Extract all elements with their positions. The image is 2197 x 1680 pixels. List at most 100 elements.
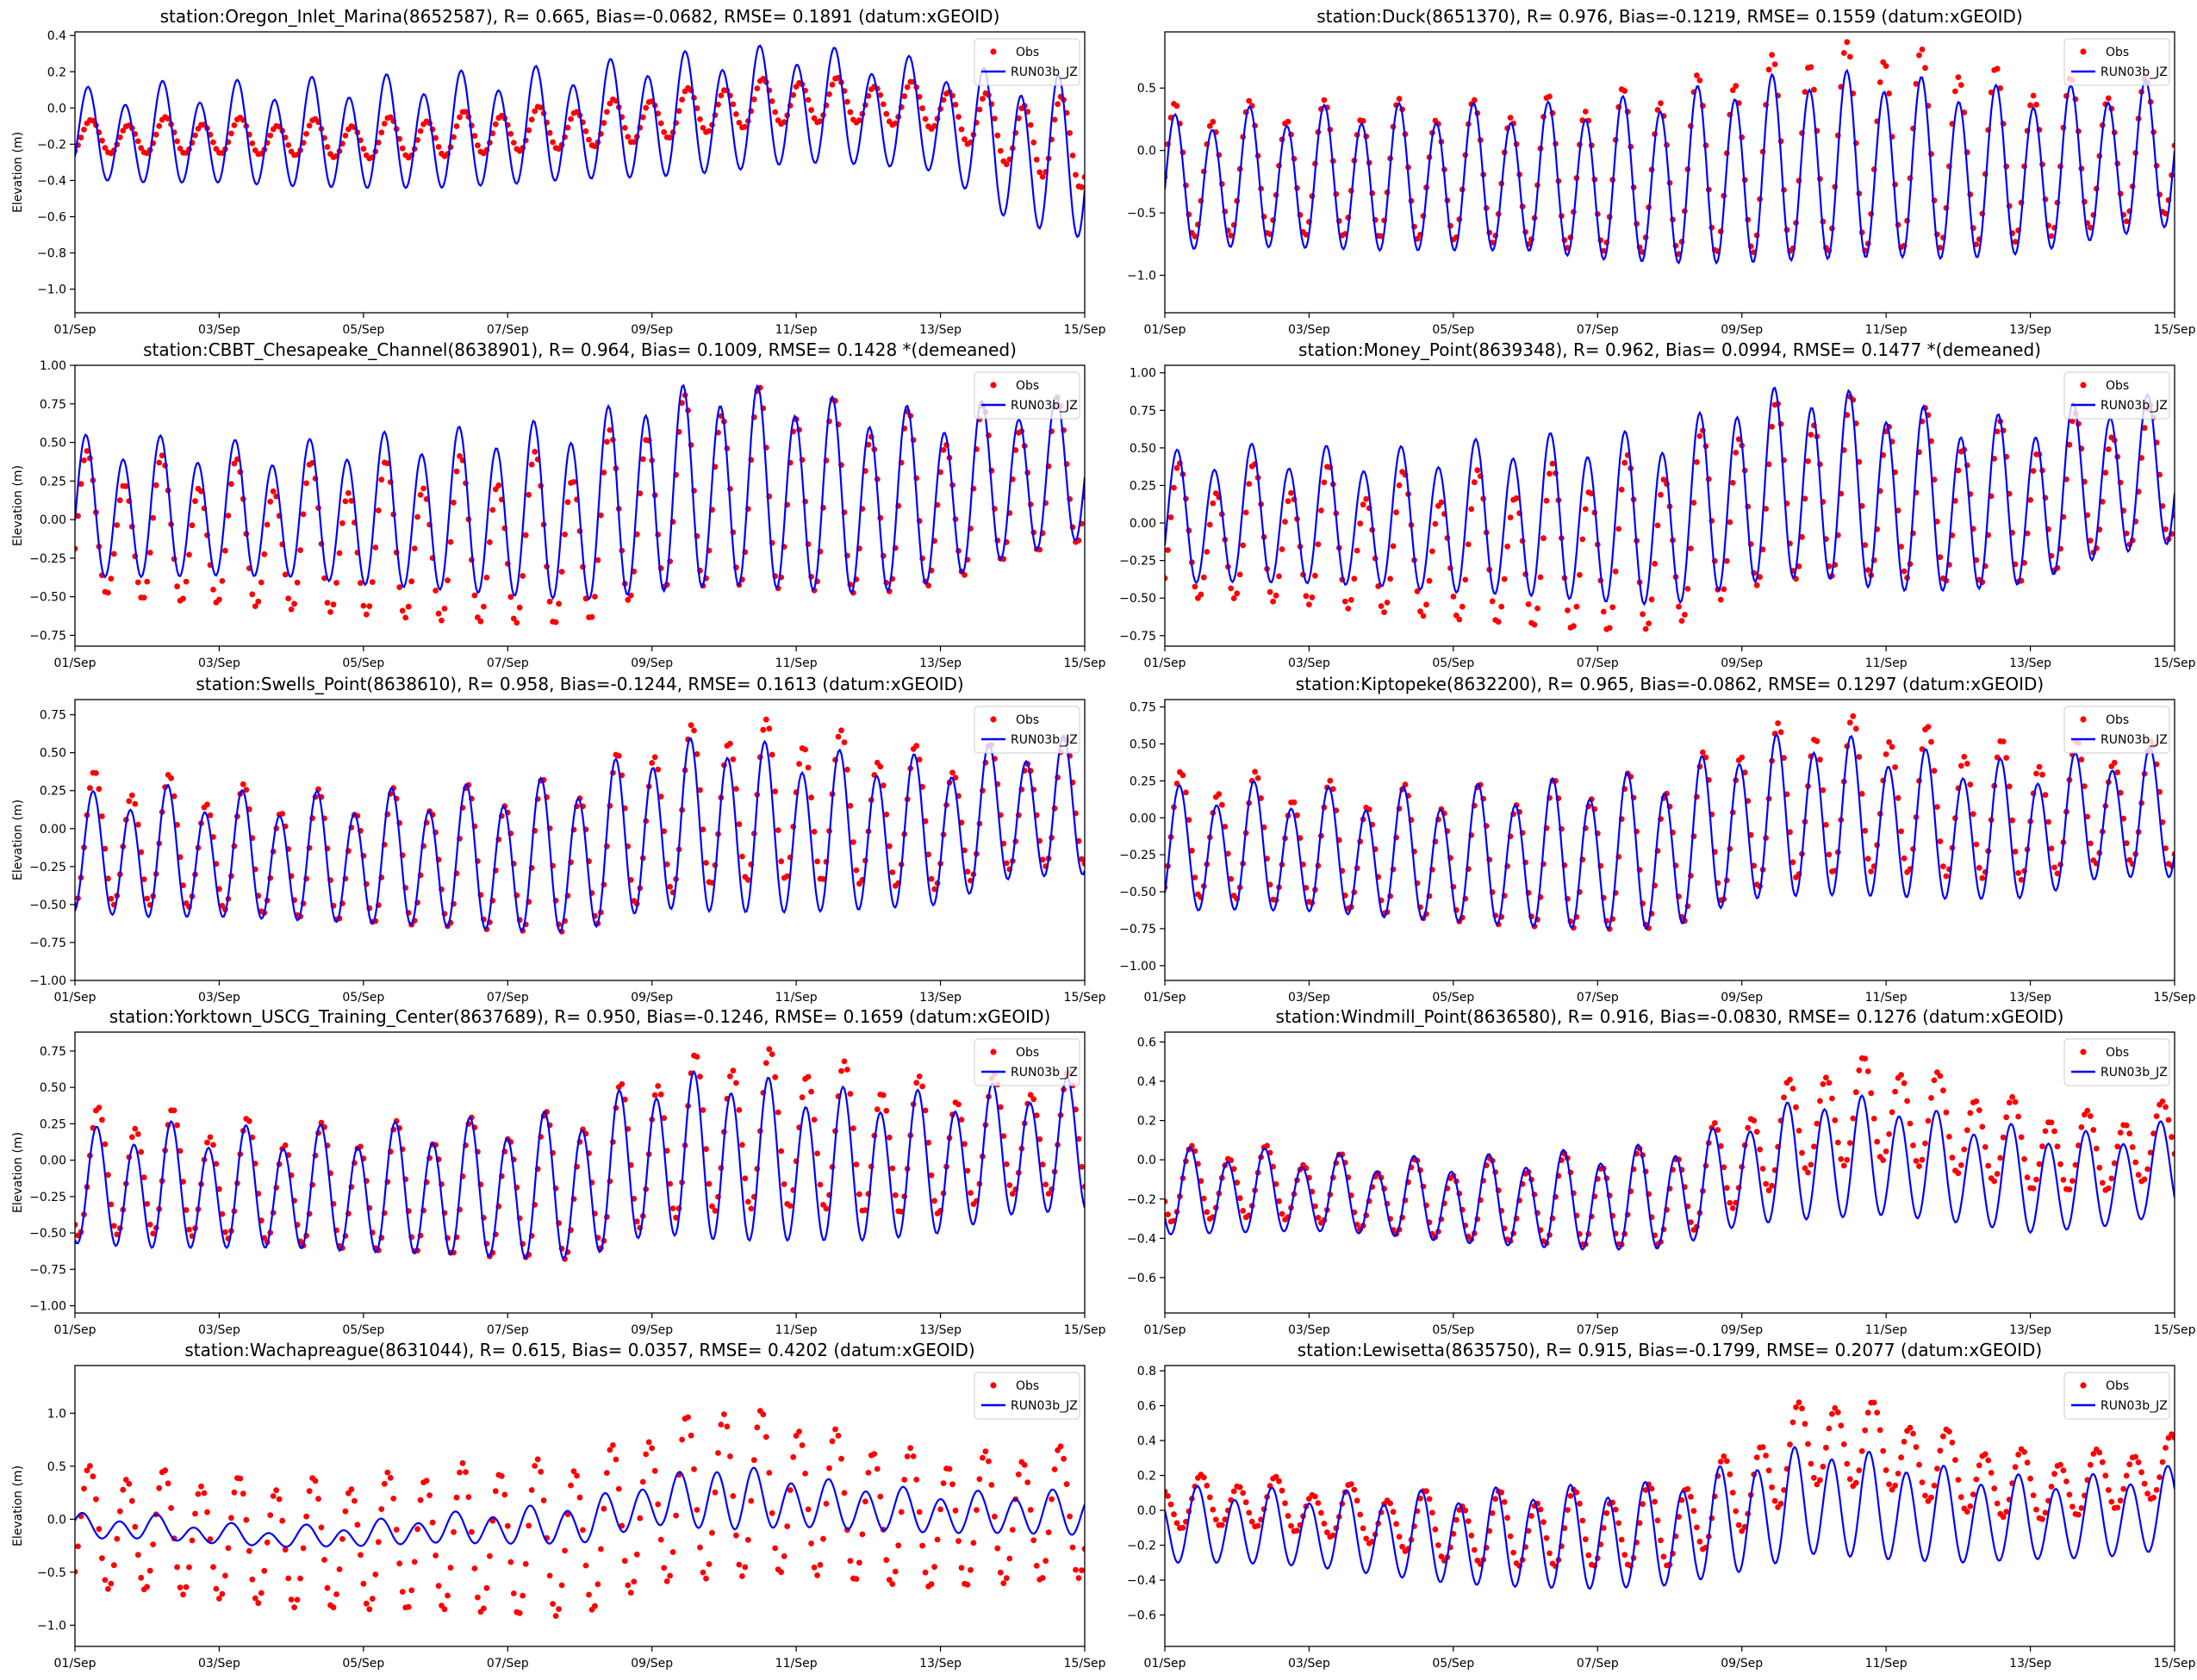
obs-point [739, 853, 745, 860]
obs-point [2163, 1445, 2169, 1451]
obs-point [1540, 1519, 1547, 1526]
obs-point [1997, 1154, 2004, 1161]
x-tick-label: 11/Sep [775, 991, 818, 1005]
obs-point [1957, 82, 1964, 88]
obs-point [1224, 850, 1231, 857]
x-tick-label: 03/Sep [198, 656, 240, 670]
obs-point [859, 1531, 866, 1538]
x-tick-label: 15/Sep [1064, 991, 1106, 1005]
obs-point [970, 1540, 977, 1546]
obs-point [1534, 605, 1540, 612]
obs-point [363, 1600, 370, 1607]
obs-point [2126, 1130, 2133, 1137]
obs-point [2060, 1467, 2067, 1474]
obs-point [1471, 479, 1478, 486]
obs-point [1288, 489, 1294, 496]
obs-point [986, 1458, 992, 1465]
obs-point [1979, 874, 1986, 881]
x-tick-label: 15/Sep [2154, 1657, 2196, 1671]
obs-point [736, 120, 743, 126]
obs-point [1684, 1485, 1691, 1492]
obs-point [1796, 1128, 1802, 1134]
obs-point [1042, 1181, 1049, 1188]
obs-point [1799, 1149, 1805, 1156]
obs-point [171, 793, 177, 800]
obs-point [974, 1507, 980, 1513]
legend-model-label: RUN03b_JZ [2101, 1066, 2168, 1080]
obs-point [1862, 1427, 1869, 1434]
x-tick-label: 09/Sep [631, 1657, 673, 1671]
obs-point [625, 596, 632, 603]
obs-point [228, 481, 234, 488]
obs-point [2114, 769, 2121, 775]
obs-point [817, 1562, 824, 1568]
obs-point [2087, 1461, 2094, 1468]
obs-point [243, 787, 250, 793]
obs-point [1246, 481, 1253, 487]
obs-point [1781, 1094, 1787, 1101]
obs-point [582, 1562, 589, 1569]
obs-point [372, 544, 379, 551]
obs-point [598, 512, 604, 519]
obs-point [663, 1148, 670, 1154]
obs-point [1994, 1171, 2001, 1177]
obs-point [1964, 761, 1970, 767]
obs-point [762, 1060, 769, 1067]
obs-point [1390, 543, 1397, 550]
obs-point [1612, 568, 1619, 575]
obs-point [261, 1567, 268, 1574]
obs-point [1045, 1191, 1052, 1197]
y-tick-label: −1.0 [37, 1619, 66, 1633]
obs-point [1507, 1533, 1514, 1540]
x-tick-label: 05/Sep [1432, 1323, 1474, 1337]
obs-point [81, 1485, 87, 1492]
obs-point [2126, 856, 2133, 863]
obs-point [814, 858, 820, 865]
obs-point [1688, 1219, 1694, 1225]
obs-point [526, 491, 532, 498]
obs-point [2012, 239, 2019, 245]
obs-point [216, 1596, 222, 1602]
obs-point [1868, 868, 1875, 874]
obs-point [796, 1428, 802, 1434]
obs-point [1916, 1461, 1922, 1468]
obs-point [744, 1198, 751, 1205]
obs-point [1886, 1481, 1893, 1488]
obs-point [871, 1451, 878, 1457]
model-line [75, 383, 1085, 601]
obs-point [2051, 1471, 2057, 1478]
obs-point [489, 130, 496, 137]
obs-point [1081, 1184, 1085, 1190]
obs-point [546, 129, 553, 136]
obs-point [1820, 1081, 1827, 1087]
x-tick-label: 07/Sep [487, 656, 529, 670]
obs-point [592, 1602, 598, 1609]
subplot-6: station:Yorktown_USCG_Training_Center(86… [11, 1006, 1106, 1337]
obs-point [1919, 47, 1926, 53]
x-tick-label: 11/Sep [1865, 991, 1908, 1005]
obs-point [122, 1477, 129, 1483]
obs-point [1934, 804, 1940, 810]
obs-point [84, 448, 90, 454]
legend-obs-label: Obs [1016, 1046, 1039, 1060]
obs-point [1165, 575, 1168, 582]
obs-point [1507, 115, 1514, 121]
obs-point [2048, 1484, 2055, 1490]
obs-point [300, 511, 307, 518]
obs-point [2012, 1098, 2019, 1105]
obs-point [1955, 1477, 1962, 1483]
obs-point [733, 1532, 739, 1539]
obs-point [180, 882, 187, 888]
obs-point [1769, 1182, 1776, 1189]
obs-point [1294, 812, 1300, 818]
obs-point [811, 829, 818, 835]
y-tick-label: −0.50 [1119, 592, 1156, 606]
obs-point [570, 479, 577, 485]
obs-point [1970, 811, 1976, 818]
obs-point [1834, 1409, 1841, 1416]
obs-point [2006, 1099, 2013, 1106]
model-line [75, 1466, 1085, 1548]
obs-point [691, 1465, 697, 1472]
obs-point [853, 867, 860, 874]
obs-point [550, 139, 556, 146]
